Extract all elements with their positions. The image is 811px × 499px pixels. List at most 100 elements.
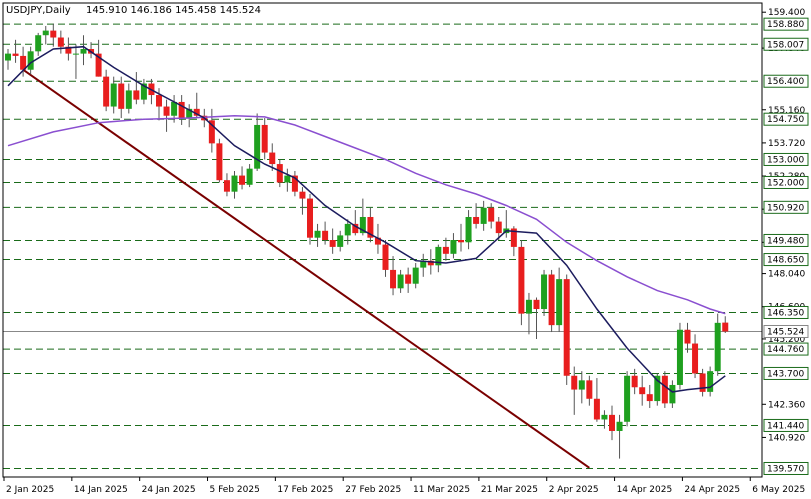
candle-body <box>57 37 64 47</box>
level-labels: 158.880 158.007 156.400 154.750 153.000 152.0… <box>763 17 809 475</box>
candle <box>231 170 238 199</box>
candle <box>654 373 661 406</box>
candle-body <box>525 299 532 314</box>
level-label-text: 156.400 <box>767 77 804 87</box>
candle <box>548 269 555 333</box>
level-label-text: 141.440 <box>767 421 804 431</box>
candle <box>95 39 102 77</box>
candle <box>390 256 397 296</box>
candle-body <box>609 414 615 431</box>
candle <box>133 72 140 105</box>
level-label: 144.760 <box>763 342 809 356</box>
candle-body <box>359 216 366 234</box>
level-label-text: 139.570 <box>767 464 804 474</box>
time-tick-label: 6 May 2025 <box>752 485 805 495</box>
candle-body <box>322 230 329 240</box>
horizontal-levels <box>3 23 762 469</box>
candle-body <box>171 101 178 116</box>
candle <box>397 269 404 293</box>
candle <box>692 334 699 379</box>
candle-body <box>246 168 253 185</box>
candle-body <box>480 207 487 224</box>
price-tick-label: 142.360 <box>768 400 805 410</box>
level-label-box <box>763 233 809 247</box>
candle <box>254 113 261 171</box>
candle <box>624 371 631 427</box>
level-label-box <box>763 305 809 319</box>
level-label-box <box>763 152 809 166</box>
time-tick-label: 17 Feb 2025 <box>277 485 333 495</box>
candle-body <box>616 421 623 431</box>
candle-body <box>239 175 246 185</box>
candle-body <box>661 375 668 404</box>
level-label: 152.000 <box>763 175 809 189</box>
candle-body <box>50 30 57 38</box>
candle <box>586 375 593 406</box>
level-label-text: 158.880 <box>767 20 804 30</box>
candle-body <box>442 246 449 254</box>
candle <box>284 168 291 192</box>
candle-body <box>631 375 638 388</box>
candle <box>601 410 608 429</box>
current-price-label: 145.524 <box>763 324 809 338</box>
candle-body <box>699 373 706 392</box>
candle-body <box>450 240 457 254</box>
candle <box>57 30 64 54</box>
candle <box>420 253 427 277</box>
level-label: 158.007 <box>763 37 809 51</box>
level-label: 146.350 <box>763 305 809 319</box>
candle-body <box>269 152 276 165</box>
time-tick-label: 2 Apr 2025 <box>549 485 599 495</box>
candle-body <box>80 49 87 54</box>
candle <box>676 322 683 390</box>
candle <box>50 23 57 47</box>
candle <box>261 118 268 160</box>
candle-body <box>435 246 442 266</box>
candle <box>541 269 548 316</box>
candle <box>465 210 472 250</box>
level-label-box <box>763 74 809 88</box>
candle-body <box>405 274 412 284</box>
candle-body <box>133 90 140 100</box>
candle <box>329 228 336 254</box>
candle <box>525 292 532 335</box>
candle-body <box>541 274 548 310</box>
candle <box>518 240 525 326</box>
candle <box>639 375 646 406</box>
level-label-box <box>763 342 809 356</box>
candle <box>65 37 72 61</box>
level-label: 139.570 <box>763 461 809 475</box>
candle-body <box>307 198 313 238</box>
price-tick-label: 140.920 <box>768 433 805 443</box>
candle-body <box>178 101 185 119</box>
candle-body <box>344 223 351 236</box>
time-tick-label: 24 Apr 2025 <box>684 485 740 495</box>
candle <box>631 368 638 395</box>
level-label-text: 149.480 <box>767 236 804 246</box>
candle-body <box>646 394 653 402</box>
level-label-box <box>763 200 809 214</box>
candle-body <box>231 175 238 192</box>
candle <box>163 99 170 132</box>
candle <box>216 138 223 183</box>
time-tick-label: 14 Apr 2025 <box>617 485 673 495</box>
level-label: 141.440 <box>763 418 809 432</box>
candle <box>5 49 11 70</box>
candle <box>125 83 132 114</box>
candle-body <box>140 83 147 100</box>
level-label: 154.750 <box>763 112 809 126</box>
candle-body <box>35 35 42 52</box>
candle <box>27 46 34 75</box>
candles <box>5 23 729 459</box>
candle <box>495 216 502 240</box>
level-label-box <box>763 253 809 267</box>
level-label-box <box>763 175 809 189</box>
candle <box>110 76 117 114</box>
candle-body <box>352 223 359 234</box>
candle-body <box>397 274 404 289</box>
time-axis: 2 Jan 2025 14 Jan 2025 24 Jan 2025 5 Feb 20… <box>3 477 805 495</box>
candle <box>42 26 49 45</box>
candle <box>337 230 344 252</box>
candle-body <box>125 90 132 109</box>
